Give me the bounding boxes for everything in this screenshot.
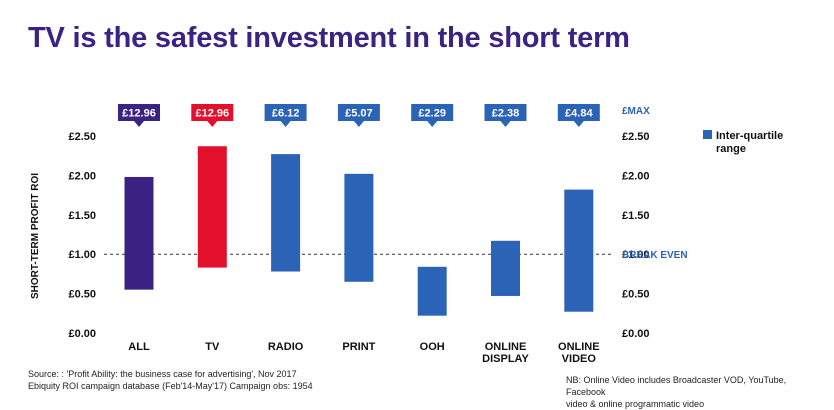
category-label: ONLINE: [485, 341, 527, 353]
y-tick-label-left: £0.00: [68, 328, 96, 340]
badge-pointer: [353, 121, 364, 127]
legend-label-line: Inter-quartile: [716, 130, 783, 142]
source-footnote: Source: : 'Profit Ability: the business …: [28, 368, 313, 392]
y-tick-label-right: £1.50: [622, 210, 650, 222]
badge-box: [484, 104, 527, 121]
max-value-label: £12.96: [195, 108, 229, 120]
range-bar: [417, 266, 447, 316]
max-value-label: £4.84: [565, 108, 593, 120]
y-tick-label-right: £2.00: [622, 170, 650, 182]
max-value-label: £2.38: [492, 108, 520, 120]
badge-pointer: [500, 121, 511, 127]
badge-box: [118, 104, 160, 121]
y-tick-label-left: £2.00: [68, 170, 96, 182]
y-axis-right: £0.00 £0.50 £1.00 £1.50 £2.00 £2.50: [622, 131, 650, 340]
badge-box: [411, 104, 454, 121]
legend-swatch: [703, 130, 712, 139]
badge-pointer: [207, 121, 218, 127]
badge-box: [191, 104, 234, 121]
max-value-badge: £5.07: [337, 104, 380, 127]
range-bars: £12.96 ALL £12.96 TV £6.12 RADIO £5.07 PRINT £2.…: [118, 104, 600, 365]
category-label: PRINT: [342, 341, 375, 353]
category-label: ONLINE: [558, 341, 600, 353]
badge-box: [557, 104, 600, 121]
note-footnote: NB: Online Video includes Broadcaster VO…: [566, 374, 826, 410]
range-bar: [564, 189, 594, 312]
badge-pointer: [427, 121, 438, 127]
max-value-badge: £2.38: [484, 104, 527, 127]
badge-box: [337, 104, 380, 121]
legend-label-line: range: [716, 143, 746, 155]
badge-box: [264, 104, 307, 121]
max-value-badge: £12.96: [191, 104, 234, 127]
break-even-label: BREAK EVEN: [622, 250, 688, 261]
category-label: ALL: [128, 341, 150, 353]
category-label: TV: [205, 341, 220, 353]
badge-pointer: [134, 121, 144, 127]
note-line: video & online programmatic video: [566, 399, 705, 409]
max-value-badge: £6.12: [264, 104, 307, 127]
source-line: Ebiquity ROI campaign database (Feb'14-M…: [28, 381, 313, 391]
range-bar: [491, 240, 520, 296]
range-bar: [197, 146, 227, 268]
max-value-label: £6.12: [272, 108, 300, 120]
badge-pointer: [280, 121, 291, 127]
source-line: Source: : 'Profit Ability: the business …: [28, 369, 297, 379]
y-tick-label-right: £2.50: [622, 131, 650, 143]
range-bar: [124, 176, 154, 290]
badge-pointer: [573, 121, 584, 127]
y-tick-label-left: £0.50: [68, 289, 96, 301]
category-label: VIDEO: [562, 353, 597, 365]
max-value-badge: £12.96: [118, 104, 160, 127]
y-tick-label-right: £0.50: [622, 289, 650, 301]
category-label: DISPLAY: [482, 353, 529, 365]
y-tick-label-left: £1.50: [68, 210, 96, 222]
y-axis-title: SHORT-TERM PROFIT ROI: [30, 173, 41, 299]
legend: Inter-quartile range: [703, 130, 783, 155]
category-label: RADIO: [268, 341, 304, 353]
category-label: OOH: [420, 341, 445, 353]
range-bar: [344, 173, 374, 282]
max-value-badge: £2.29: [411, 104, 454, 127]
range-bar: [271, 154, 301, 272]
max-label: £MAX: [622, 106, 650, 117]
page-title: TV is the safest investment in the short…: [28, 22, 630, 54]
max-value-label: £5.07: [345, 108, 373, 120]
y-tick-label-left: £1.00: [68, 249, 96, 261]
max-value-label: £12.96: [122, 108, 156, 120]
note-line: NB: Online Video includes Broadcaster VO…: [566, 375, 787, 397]
y-tick-label-right: £0.00: [622, 328, 650, 340]
max-value-label: £2.29: [418, 108, 446, 120]
max-value-badge: £4.84: [557, 104, 600, 127]
y-tick-label-right: £1.00: [622, 249, 650, 261]
y-tick-label-left: £2.50: [68, 131, 96, 143]
y-axis-left: £0.00 £0.50 £1.00 £1.50 £2.00 £2.50: [68, 131, 96, 340]
